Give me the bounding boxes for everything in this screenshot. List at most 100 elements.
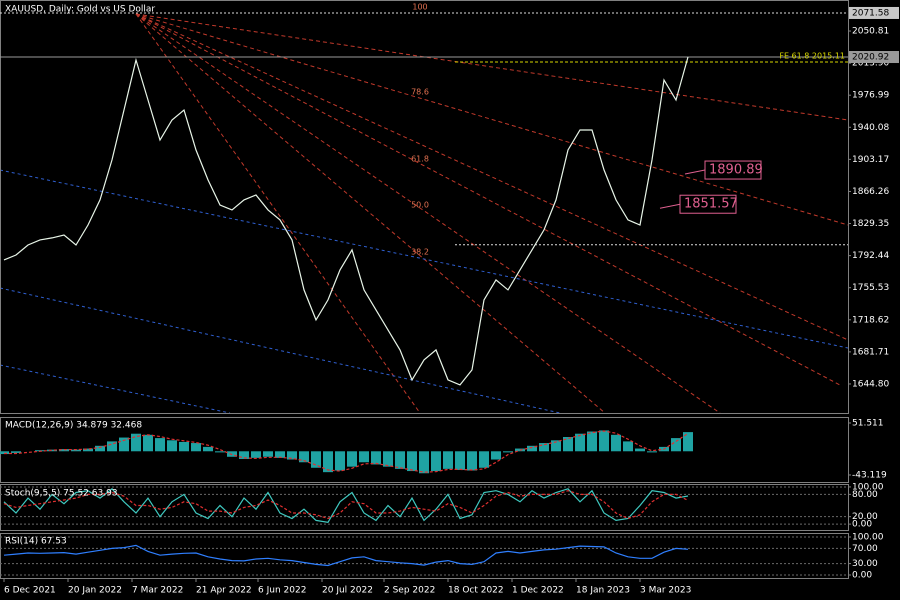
histogram-bar (527, 445, 537, 452)
histogram-bar (539, 443, 549, 452)
level-label: 1851.57 (684, 197, 738, 212)
histogram-bar (311, 451, 321, 468)
y-tick-label: 1755.53 (852, 283, 889, 293)
fan-line (135, 13, 849, 226)
rsi-line (3, 544, 689, 567)
y-tick-label: 0.00 (852, 520, 872, 530)
pointer (659, 203, 681, 209)
histogram-bar (587, 431, 597, 452)
histogram-bar (551, 440, 561, 452)
fib-label: 38.2 (411, 248, 429, 257)
histogram-bar (455, 451, 465, 470)
histogram-bar (251, 451, 261, 458)
histogram-bar (335, 451, 345, 471)
fan-line (135, 13, 849, 341)
x-tick-label: 6 Jun 2022 (258, 586, 306, 596)
y-tick-label: 100.00 (852, 532, 884, 542)
fan-line (135, 13, 421, 414)
histogram-bar (83, 448, 93, 452)
histogram-bar (263, 451, 273, 457)
y-tick-label: 0.00 (852, 570, 872, 580)
trend-lines (0, 13, 849, 414)
histogram-bar (347, 451, 357, 467)
histogram-bar (119, 437, 129, 452)
y-tick-label: 2013.90 (852, 59, 889, 69)
fib-label: 61.8 (411, 155, 429, 164)
histogram-bar (323, 451, 333, 473)
histogram-bar (503, 451, 513, 453)
histogram-bar (371, 451, 381, 465)
y-tick-label: 1903.17 (852, 155, 889, 165)
histogram-bar (275, 451, 285, 458)
price-box-label: 2071.58 (852, 8, 889, 18)
main-line (3, 487, 689, 523)
panel-label: MACD(12,26,9) 34.879 32.468 (5, 421, 142, 431)
y-tick-label: 1792.44 (852, 251, 889, 261)
histogram-bar (287, 451, 297, 460)
histogram-bar (407, 451, 417, 472)
fib-label: 78.6 (411, 88, 429, 97)
histogram-bar (11, 451, 21, 453)
histogram-bar (671, 438, 681, 452)
histogram-bar (239, 451, 249, 459)
y-tick-label: 1976.99 (852, 91, 889, 101)
histogram-bar (107, 441, 117, 452)
fan-line (135, 13, 606, 414)
histogram-bar (359, 451, 369, 463)
chart-title: XAUUSD, Daily: Gold vs US Dollar (5, 5, 155, 15)
histogram-bar (95, 445, 105, 452)
panel-frame (0, 533, 849, 579)
channel-line (0, 169, 849, 349)
histogram-bar (383, 451, 393, 467)
histogram-bar (479, 451, 489, 468)
histogram-bar (683, 432, 693, 452)
x-tick-label: 7 Mar 2022 (132, 586, 183, 596)
x-tick-label: 20 Jan 2022 (68, 586, 122, 596)
histogram-bar (395, 451, 405, 469)
histogram-bar (563, 437, 573, 452)
panel-frame (0, 484, 849, 531)
level-box (679, 194, 737, 214)
histogram-bar (47, 449, 57, 452)
y-tick-label: 80.00 (852, 490, 878, 500)
price-box-label: 2020.92 (852, 53, 889, 63)
y-tick-label: 51.511 (852, 418, 884, 428)
histogram-bar (419, 451, 429, 474)
y-tick-label: 1866.26 (852, 187, 889, 197)
histogram-bar (611, 434, 621, 452)
histogram-bar (143, 434, 153, 452)
histogram-bar (155, 438, 165, 452)
x-tick-label: 3 Mar 2023 (640, 586, 691, 596)
x-tick-label: 18 Oct 2022 (448, 586, 504, 596)
y-tick-label: 1940.08 (852, 123, 889, 133)
y-tick-label: 1718.62 (852, 315, 889, 325)
level-label: 1890.89 (709, 163, 763, 178)
y-tick-label: 2050.81 (852, 27, 889, 37)
y-tick-label: 1644.80 (852, 379, 889, 389)
panel-frame (0, 417, 849, 483)
histogram-bar (131, 433, 141, 452)
x-tick-label: 21 Apr 2022 (196, 586, 252, 596)
histogram-bar (71, 449, 81, 452)
y-tick-label: 30.00 (852, 559, 878, 569)
y-tick-label: 1681.71 (852, 347, 889, 357)
signal-line (3, 490, 689, 520)
panel-frame (0, 0, 849, 414)
y-tick-label: 70.00 (852, 544, 878, 554)
price-box (849, 6, 899, 19)
y-tick-label: 100.00 (852, 482, 884, 492)
histogram-bar (599, 430, 609, 452)
histogram-bar (635, 448, 645, 452)
histogram-bar (467, 451, 477, 471)
x-tick-label: 6 Dec 2021 (4, 586, 56, 596)
histogram-bar (647, 451, 657, 453)
histogram-bar (623, 441, 633, 452)
fib-label: 50.0 (411, 201, 429, 210)
histogram-bar (203, 446, 213, 452)
y-tick-label: 20.00 (852, 512, 878, 522)
x-tick-label: 2 Sep 2022 (384, 586, 435, 596)
x-tick-label: 18 Jan 2023 (576, 586, 630, 596)
histogram-bar (443, 451, 453, 469)
